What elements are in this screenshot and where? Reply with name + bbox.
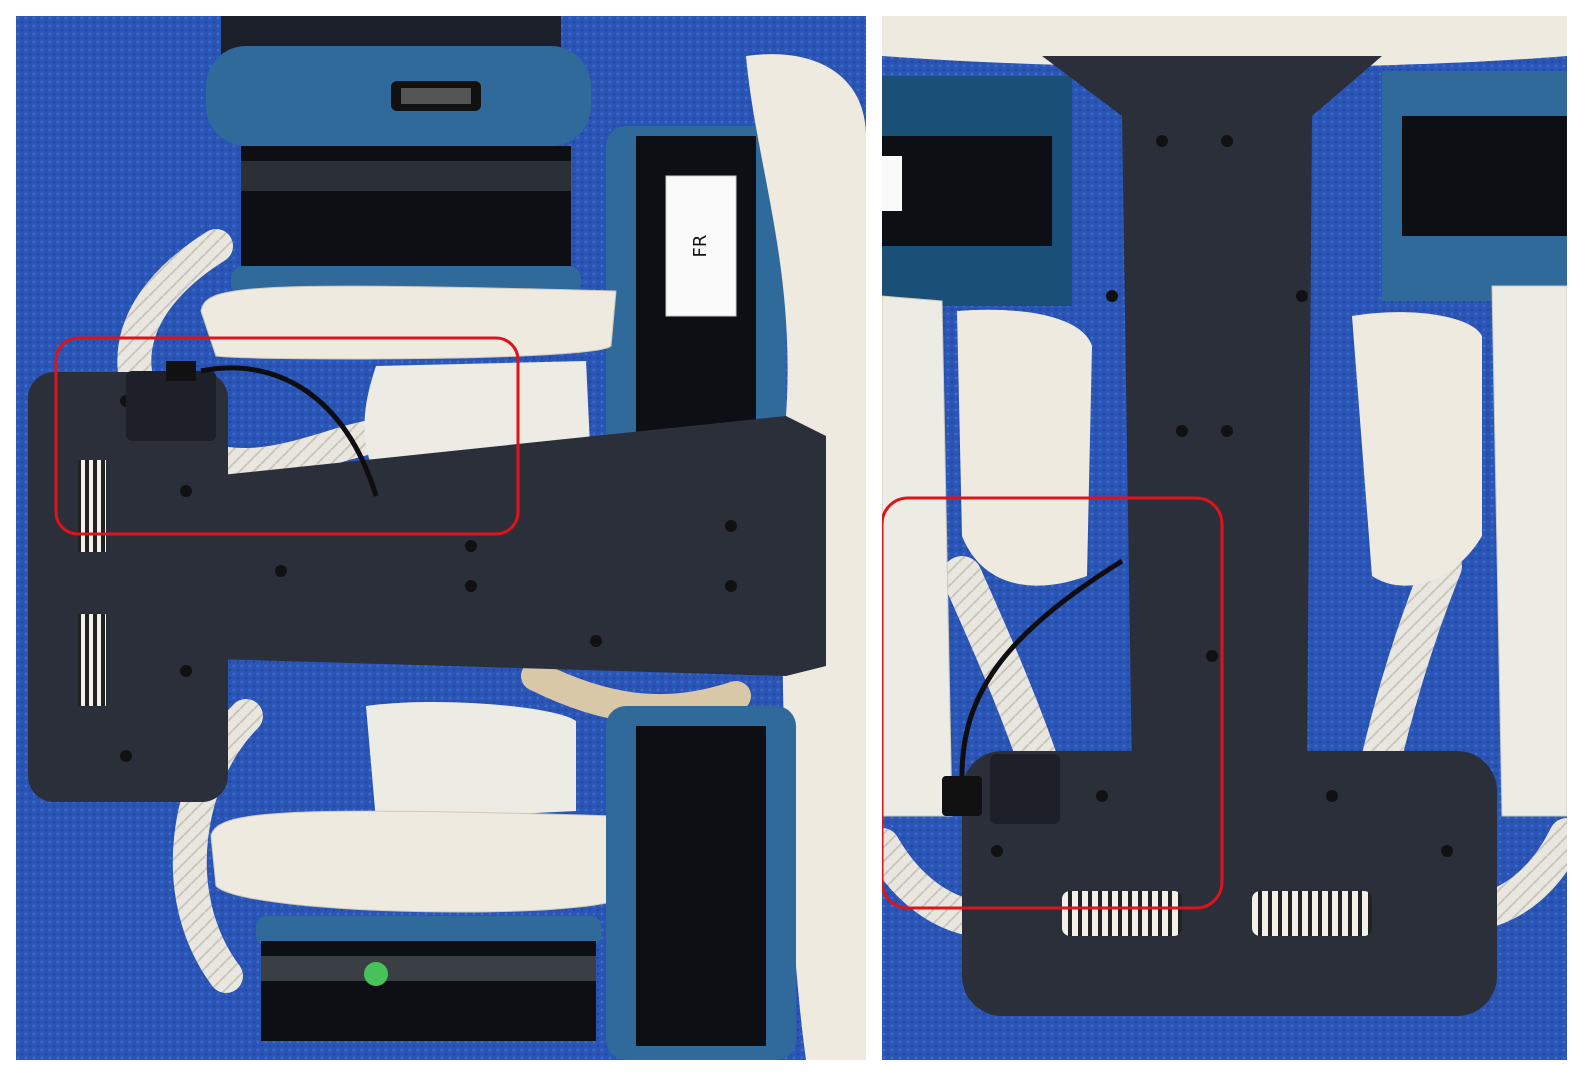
- black-bracket: [28, 372, 826, 802]
- cable-connector: [942, 558, 1124, 824]
- bottom-motor: [256, 706, 796, 1060]
- highlight-box: [882, 496, 1224, 910]
- cable-connector: [126, 361, 379, 497]
- bottom-leg-cover-ring: [210, 810, 627, 913]
- photo-right-scene: [882, 16, 1567, 1060]
- left-leg-cover: [882, 295, 953, 817]
- top-motor: [206, 16, 591, 296]
- left-motor: [882, 76, 1072, 306]
- photo-left-scene: FR: [16, 16, 866, 1060]
- black-bracket: [962, 56, 1497, 1016]
- right-leg-cover: [1491, 285, 1567, 817]
- body-shell: [882, 16, 1567, 68]
- left-leg-cover-inner: [957, 309, 1092, 586]
- highlight-box: [54, 336, 520, 536]
- right-leg-cover-inner: [1352, 312, 1482, 586]
- front-right-motor: FR: [606, 126, 786, 456]
- bottom-leg-cover: [366, 701, 576, 821]
- motor-sticker-text: FR: [690, 235, 711, 258]
- photo-left: FR: [16, 16, 866, 1060]
- photo-right: [882, 16, 1567, 1060]
- right-motor: [1382, 71, 1567, 301]
- top-leg-cover: [200, 285, 617, 360]
